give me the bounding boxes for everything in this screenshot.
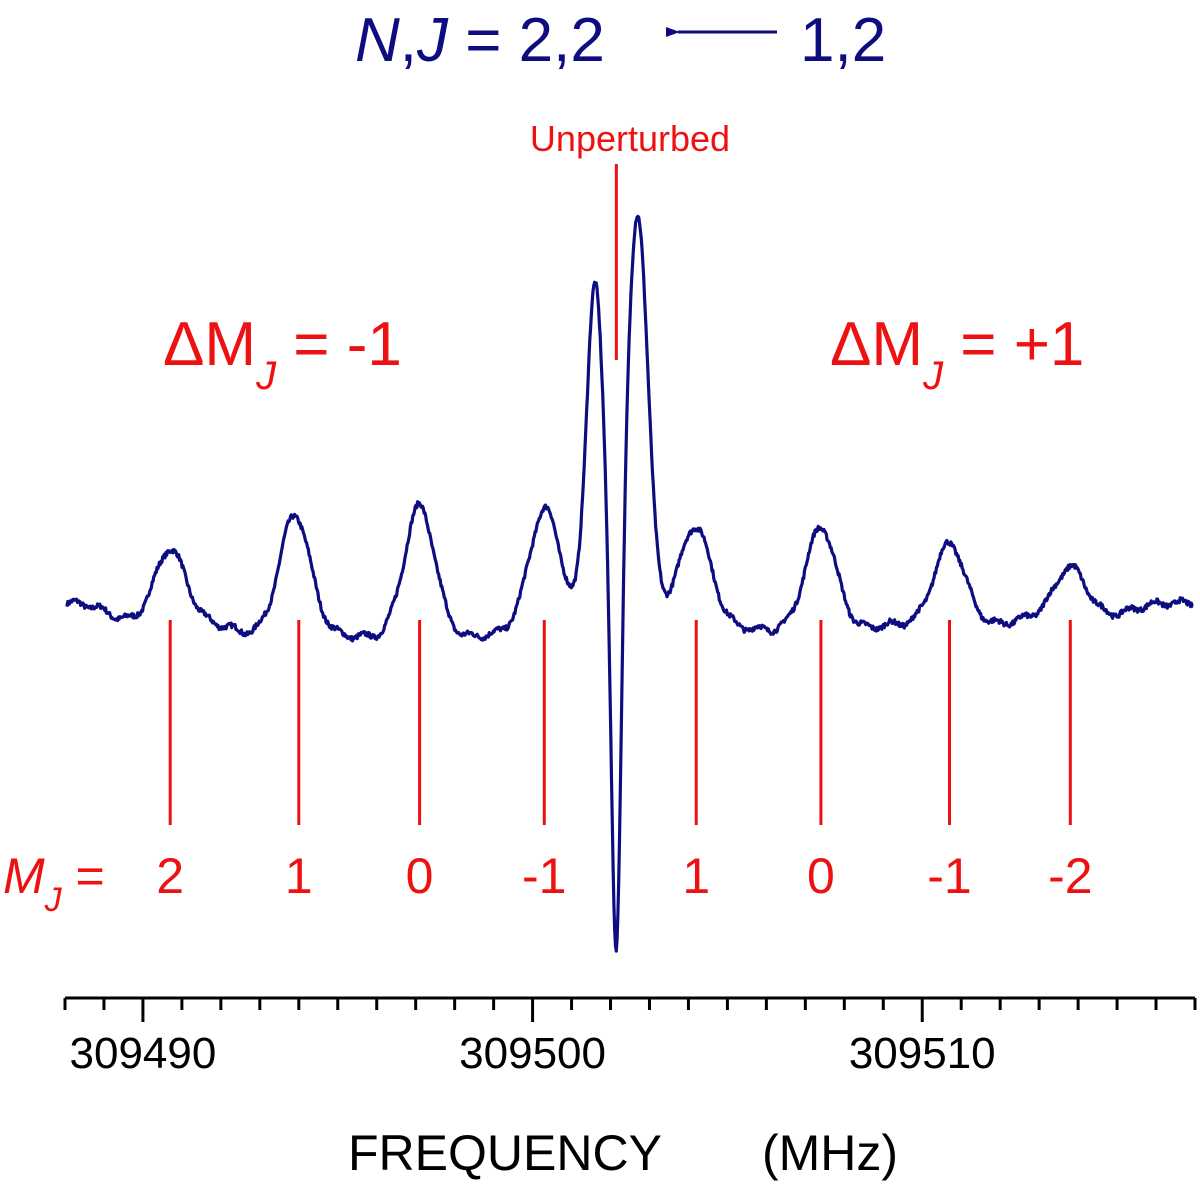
x-tick-label: 309510 (849, 1029, 996, 1078)
delta-mj-left-label: ΔMJ = -1 (163, 310, 402, 398)
delta-mj-right-label: ΔMJ = +1 (830, 310, 1084, 398)
mj-value-label: 1 (285, 848, 313, 904)
mj-value-label: 0 (406, 848, 434, 904)
delta-left-subscript: J (255, 354, 277, 398)
x-axis-ticks (63, 998, 1197, 1022)
mj-prefix-symbol: M (3, 848, 45, 904)
delta-right-symbol: ΔM (830, 310, 923, 379)
mj-value-label: 0 (807, 848, 835, 904)
mj-value-label: -1 (927, 848, 971, 904)
delta-left-value: = -1 (276, 310, 402, 379)
mj-value-label: 2 (156, 848, 184, 904)
x-axis-unit: (MHz) (762, 1125, 898, 1181)
x-tick-label: 309500 (459, 1029, 606, 1078)
unperturbed-label: Unperturbed (530, 118, 730, 159)
mj-prefix-label: MJ = (3, 848, 105, 919)
delta-right-subscript: J (922, 354, 944, 398)
x-axis-title: FREQUENCY (348, 1125, 662, 1181)
mj-prefix-equals: = (62, 848, 105, 904)
mj-labels: 2 1 0 -1 1 0 -1 -2 (156, 848, 1092, 904)
title-upper-state: = 2,2 (448, 6, 605, 75)
title-lower-state: 1,2 (800, 6, 886, 75)
chart-title: N,J = 2,2 (355, 6, 605, 75)
mj-prefix-subscript: J (44, 881, 63, 919)
delta-left-symbol: ΔM (163, 310, 256, 379)
spectrum-line (65, 214, 1194, 953)
title-var-n: N (355, 6, 400, 75)
title-var-j: J (416, 6, 449, 75)
delta-right-value: = +1 (943, 310, 1084, 379)
mj-value-label: 1 (682, 848, 710, 904)
mj-value-label: -2 (1048, 848, 1092, 904)
stick-lines (168, 620, 1072, 825)
spectrum-series (65, 214, 1194, 953)
x-axis-tick-labels: 309490 309500 309510 (70, 1029, 996, 1078)
x-tick-label: 309490 (70, 1029, 217, 1078)
title-comma: , (400, 6, 417, 75)
mj-value-label: -1 (522, 848, 566, 904)
